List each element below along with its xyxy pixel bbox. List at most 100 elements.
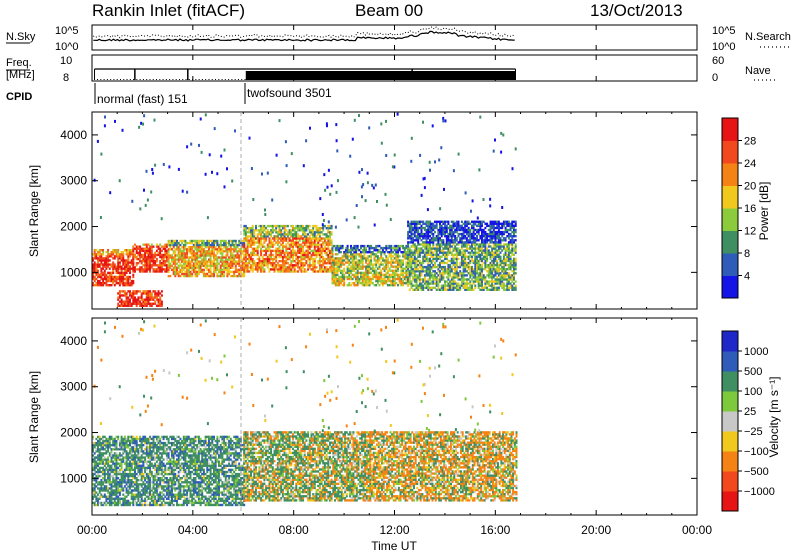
power-cell: [174, 248, 177, 251]
power-cell: [333, 277, 336, 281]
power-cell: [425, 237, 428, 240]
power-cell: [344, 271, 347, 275]
power-cell: [365, 275, 368, 279]
power-cell: [186, 270, 189, 274]
power-cell: [266, 260, 269, 263]
power-cell: [491, 230, 494, 234]
power-cell: [474, 261, 477, 265]
power-cell: [429, 247, 431, 250]
nave-dot: [110, 79, 112, 80]
power-cell: [335, 139, 338, 143]
power-cell: [417, 286, 420, 289]
power-cell: [201, 270, 204, 274]
power-cell: [479, 276, 482, 279]
power-cell: [486, 288, 489, 291]
power-cell: [413, 270, 416, 273]
power-cell: [102, 273, 105, 277]
power-cell: [350, 261, 352, 264]
power-cell: [280, 243, 283, 246]
power-cell: [358, 249, 361, 252]
power-cell: [202, 248, 205, 251]
power-cell: [494, 232, 497, 236]
power-cell: [439, 249, 441, 252]
power-cell: [360, 273, 362, 277]
power-cell: [491, 237, 494, 240]
power-cell: [511, 286, 514, 289]
power-cell: [226, 246, 229, 249]
power-cell: [226, 167, 228, 171]
velocity-cell: [92, 495, 94, 498]
power-cell: [260, 251, 263, 255]
power-cell: [502, 253, 505, 256]
power-cell: [494, 235, 497, 238]
power-cell: [418, 270, 421, 273]
power-cell: [344, 255, 347, 258]
power-cell: [502, 222, 505, 225]
power-cell: [368, 267, 371, 270]
power-cell: [375, 253, 378, 256]
power-cell: [447, 239, 450, 242]
power-cell: [365, 261, 368, 264]
power-cell: [489, 274, 492, 277]
power-cell: [280, 251, 283, 255]
power-cell: [430, 241, 433, 244]
velocity-cell: [95, 462, 98, 465]
power-cell: [464, 263, 467, 267]
nsky-tick-top: 10^5: [55, 25, 79, 37]
power-cell: [127, 300, 130, 303]
power-cell: [117, 265, 120, 268]
power-cell: [118, 294, 121, 297]
power-cell: [182, 258, 185, 261]
power-cell: [481, 230, 483, 234]
power-cell: [127, 296, 130, 299]
power-cell: [295, 237, 298, 240]
power-cell: [132, 298, 135, 301]
power-cell: [491, 280, 494, 283]
power-cell: [238, 248, 241, 251]
power-cell: [432, 278, 435, 281]
power-cell: [339, 269, 342, 272]
power-cell: [507, 255, 510, 258]
power-cell: [455, 270, 458, 273]
power-cell: [442, 288, 445, 291]
power-cell: [213, 266, 215, 269]
power-cell: [149, 247, 152, 250]
power-cell: [310, 253, 313, 257]
power-cell: [484, 261, 487, 265]
power-cell: [105, 263, 108, 266]
power-cell: [223, 262, 226, 265]
power-cell: [471, 272, 473, 275]
power-cell: [435, 239, 438, 242]
power-cell: [120, 265, 123, 268]
power-cell: [350, 253, 352, 256]
nave-dot: [169, 79, 171, 80]
power-cell: [355, 279, 357, 283]
power-cell: [489, 255, 492, 258]
power-cell: [410, 241, 413, 244]
power-cell: [366, 263, 369, 266]
power-cell: [139, 304, 142, 307]
power-cell: [444, 243, 447, 246]
power-cell: [231, 262, 234, 265]
power-cell: [476, 255, 478, 258]
power-cell: [109, 191, 112, 195]
power-cell: [213, 268, 215, 272]
power-cell: [283, 251, 286, 255]
power-cell: [117, 267, 120, 270]
power-cell: [471, 265, 473, 269]
power-cell: [481, 253, 483, 256]
power-cell: [243, 253, 246, 257]
power-cell: [266, 224, 269, 228]
power-cell: [281, 266, 284, 269]
power-cell: [442, 276, 445, 279]
power-cell: [157, 247, 160, 250]
power-cell: [432, 222, 435, 225]
power-cell: [152, 257, 155, 261]
power-cell: [487, 276, 490, 279]
power-cell: [281, 245, 284, 248]
power-cell: [285, 251, 288, 255]
power-cell: [184, 262, 187, 265]
power-cell: [420, 243, 423, 246]
power-cell: [194, 256, 197, 259]
power-cell: [368, 265, 371, 268]
